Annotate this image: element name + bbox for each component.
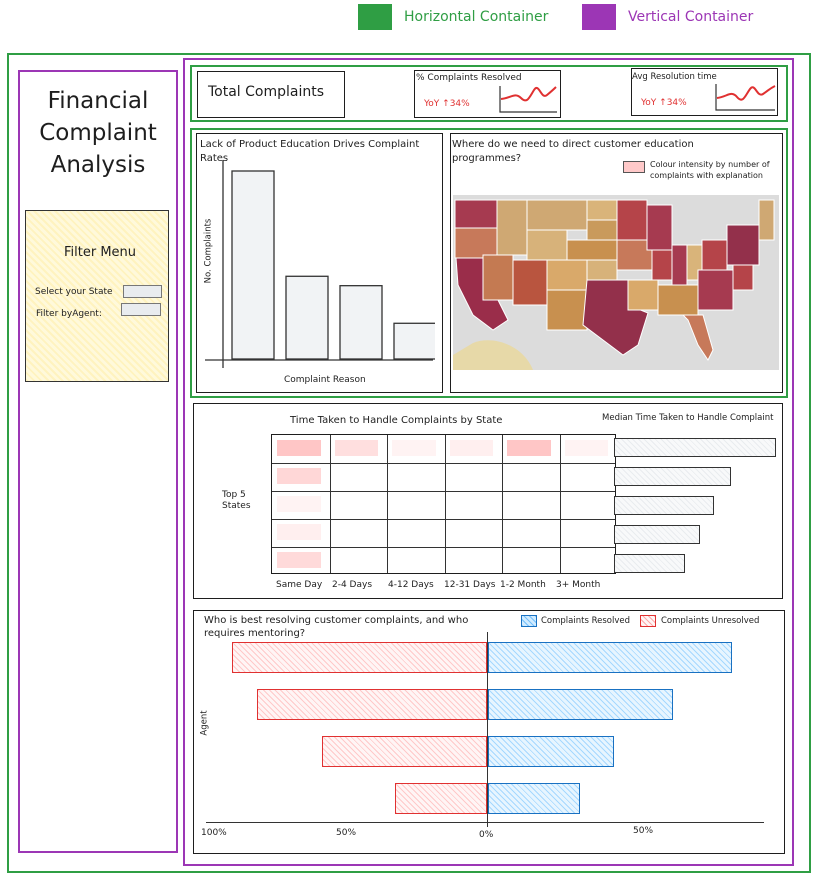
tick-label: 50% (633, 826, 654, 836)
us-map (453, 195, 779, 370)
heatmap-cell[interactable] (277, 552, 321, 568)
heatmap-cell[interactable] (334, 440, 378, 456)
grid-line (272, 547, 615, 548)
bar (339, 285, 383, 360)
heatmap-column-label: 2-4 Days (332, 580, 373, 590)
agent-chart-title: Who is best resolving customer complaint… (204, 615, 469, 639)
total-complaints-card[interactable] (197, 71, 345, 118)
heatmap-cell[interactable] (449, 440, 493, 456)
charts-row-container (190, 128, 788, 398)
resolved-bar (488, 689, 673, 720)
map-legend-label: Colour intensity by number of complaints… (650, 160, 770, 180)
median-bar (614, 554, 686, 573)
heatmap-title: Time Taken to Handle Complaints by State (290, 415, 503, 426)
avg-time-sparkline (715, 84, 776, 111)
legend-resolved-label: Complaints Resolved (541, 616, 630, 626)
map-title: Where do we need to direct customer educ… (452, 139, 694, 164)
grid-line (272, 519, 615, 520)
legend-unresolved-label: Complaints Unresolved (661, 616, 760, 626)
legend-vertical-swatch (582, 4, 616, 30)
left-vertical-container (18, 70, 178, 853)
legend-unresolved-swatch (640, 615, 656, 627)
tick-label: 100% (201, 828, 227, 838)
kpi-row-container (190, 65, 788, 122)
state-filter-label: Select your State (35, 287, 113, 297)
bar-chart-title: Lack of Product Education Drives Complai… (200, 139, 420, 164)
tick-label: 0% (479, 830, 494, 840)
unresolved-bar (394, 783, 487, 814)
bar (285, 275, 329, 360)
resolved-bar (488, 642, 732, 673)
legend-vertical-label: Vertical Container (628, 9, 754, 25)
right-vertical-container (183, 58, 794, 866)
agent-filter-input[interactable] (121, 303, 161, 316)
avg-time-kpi-card[interactable] (631, 68, 778, 116)
heatmap-column-label: 3+ Month (556, 580, 601, 590)
avg-time-kpi-label: Avg Resolution time (632, 72, 717, 82)
agent-ylabel: Agent (199, 710, 210, 736)
resolved-bar (488, 736, 614, 767)
filter-menu-title: Filter Menu (64, 245, 137, 260)
tick-label: 50% (336, 828, 357, 838)
grid-line (444, 435, 446, 573)
heatmap-cell[interactable] (277, 468, 321, 484)
map-legend-swatch (623, 161, 645, 173)
grid-line (559, 435, 561, 573)
heatmap-cell[interactable] (277, 440, 321, 456)
legend-horizontal-label: Horizontal Container (404, 9, 549, 25)
heatmap-ylabel: Top 5 States (222, 490, 251, 511)
state-filter-input[interactable] (123, 285, 162, 298)
heatmap-column-label: 4-12 Days (388, 580, 434, 590)
median-bar (614, 496, 715, 515)
resolved-kpi-yoy: YoY ↑34% (424, 99, 470, 109)
title-line: Financial (47, 88, 149, 114)
grid-line (329, 435, 331, 573)
median-bar (614, 525, 700, 544)
heatmap-cell[interactable] (277, 524, 321, 540)
avg-time-kpi-yoy: YoY ↑34% (641, 98, 687, 108)
title-line: Analysis (50, 152, 146, 178)
heatmap-cell[interactable] (277, 496, 321, 512)
resolved-sparkline (499, 86, 557, 113)
bar-chart-xlabel: Complaint Reason (284, 375, 366, 385)
grid-line (387, 435, 388, 573)
grid-line (272, 463, 615, 464)
resolved-kpi-label: % Complaints Resolved (416, 73, 522, 83)
unresolved-bar (257, 689, 487, 720)
legend-resolved-swatch (521, 615, 537, 627)
grid-line (272, 491, 615, 492)
resolved-kpi-card[interactable] (414, 70, 561, 118)
heatmap-column-label: 12-31 Days (444, 580, 496, 590)
heatmap-cell[interactable] (564, 440, 608, 456)
outer-horizontal-container (7, 53, 811, 873)
grid-line (502, 435, 503, 573)
agent-x-axis (206, 822, 764, 823)
resolved-bar (488, 783, 581, 814)
heatmap-cell[interactable] (392, 440, 436, 456)
heatmap-cell[interactable] (507, 440, 551, 456)
agent-filter-label: Filter byAgent: (36, 309, 102, 319)
bar-chart-plot (205, 160, 435, 368)
bar (231, 170, 275, 360)
heatmap-grid (271, 434, 616, 574)
unresolved-bar (232, 642, 487, 673)
total-complaints-label: Total Complaints (208, 84, 325, 100)
heatmap-column-label: Same Day (276, 580, 323, 590)
heatmap-column-label: 1-2 Month (500, 580, 546, 590)
title-line: Complaint (39, 120, 157, 146)
legend-horizontal-swatch (358, 4, 392, 30)
dashboard-title: Financial Complaint Analysis (20, 85, 176, 181)
median-bar (614, 438, 776, 457)
agent-zero-line (487, 632, 488, 827)
median-bar (614, 467, 731, 486)
unresolved-bar (321, 736, 487, 767)
median-time-title: Median Time Taken to Handle Complaint (602, 413, 774, 423)
bar (393, 322, 435, 360)
